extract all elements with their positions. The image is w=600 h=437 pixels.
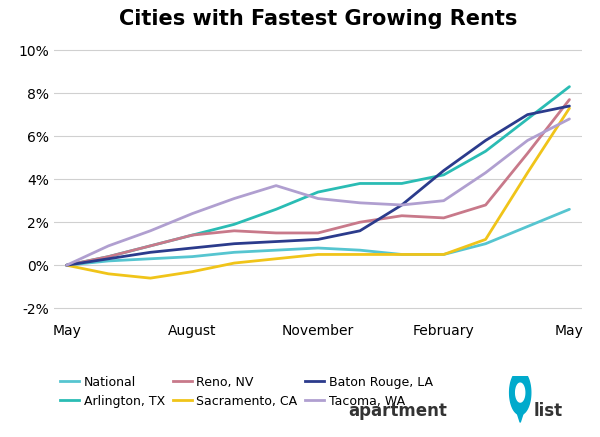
Text: list: list: [534, 402, 563, 420]
Polygon shape: [509, 371, 531, 415]
Title: Cities with Fastest Growing Rents: Cities with Fastest Growing Rents: [119, 10, 517, 29]
Polygon shape: [515, 383, 525, 402]
Polygon shape: [513, 399, 527, 422]
Text: apartment: apartment: [348, 402, 447, 420]
Legend: National, Arlington, TX, Reno, NV, Sacramento, CA, Baton Rouge, LA, Tacoma, WA: National, Arlington, TX, Reno, NV, Sacra…: [60, 376, 433, 408]
